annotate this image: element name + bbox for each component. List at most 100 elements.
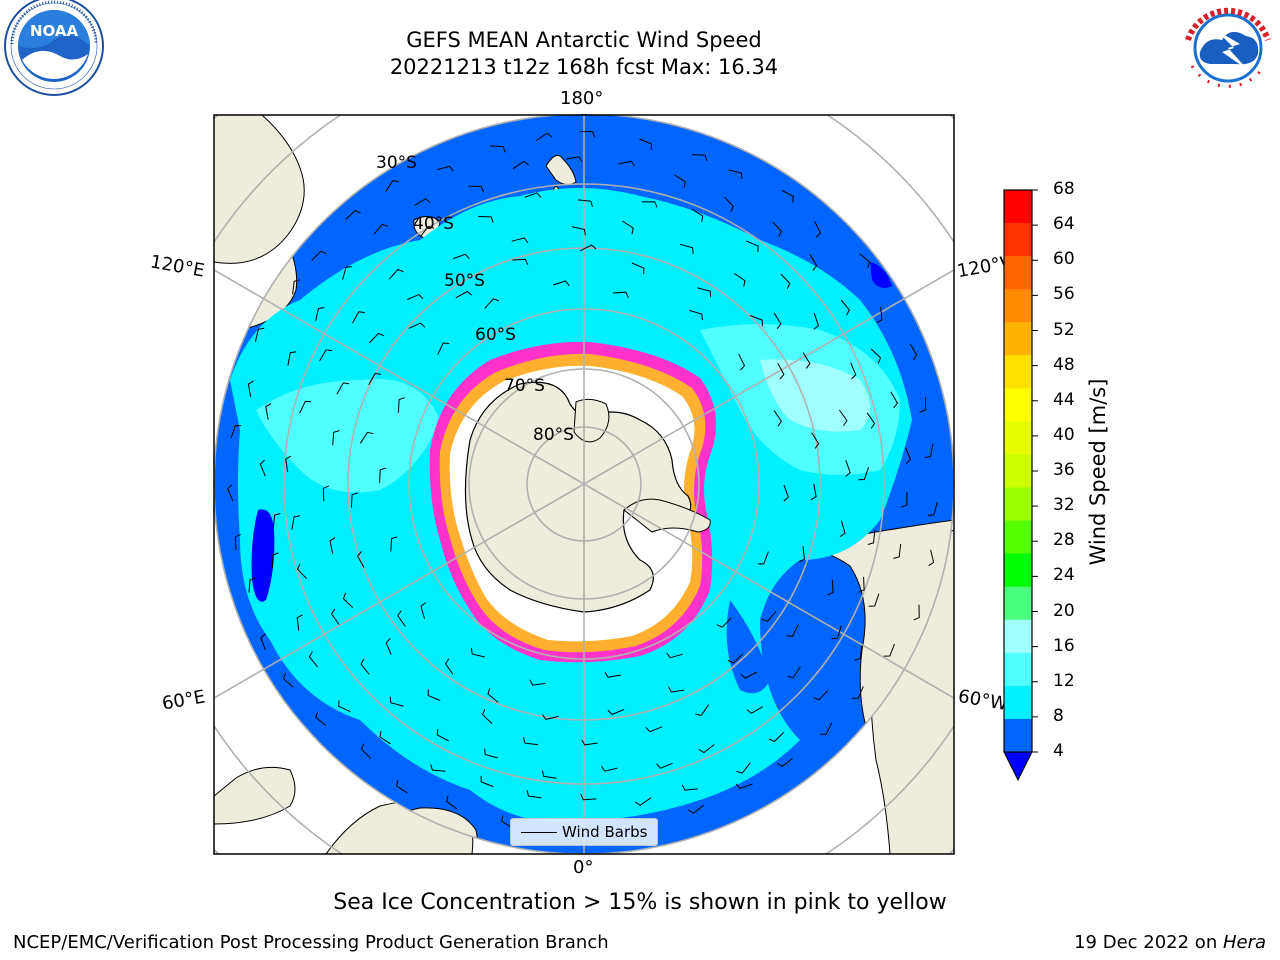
wind-barb xyxy=(681,784,698,791)
wind-barb xyxy=(455,290,473,299)
noaa-logo: NOAA xyxy=(0,0,110,100)
colorbar-tick-label: 64 xyxy=(1053,214,1075,235)
wind-barb xyxy=(436,728,450,742)
wind-barb xyxy=(541,714,559,720)
wind-barb xyxy=(688,804,705,814)
wind-barb xyxy=(901,492,908,508)
chart-title: GEFS MEAN Antarctic Wind Speed xyxy=(406,28,762,52)
wind-barb xyxy=(444,658,454,675)
colorbar-segment xyxy=(1004,454,1032,489)
wind-barb xyxy=(811,432,820,449)
wind-barb xyxy=(360,658,370,675)
colorbar-segment xyxy=(1004,685,1032,720)
wind-barb xyxy=(924,443,934,459)
footer-date: 19 Dec 2022 on Hera xyxy=(1074,932,1266,953)
wind-barb xyxy=(254,327,265,343)
wind-barb xyxy=(783,484,789,502)
wind-barb xyxy=(524,192,542,198)
colorbar-segment xyxy=(1004,355,1032,389)
wind-barb xyxy=(322,485,330,502)
wind-barb xyxy=(330,608,340,625)
wind-barb xyxy=(831,625,842,640)
wind-band-lower-right xyxy=(726,600,770,694)
wind-barb xyxy=(618,160,636,167)
wind-barb xyxy=(716,617,732,628)
wind-barb xyxy=(607,709,625,716)
colorbar-segment xyxy=(1004,718,1032,753)
wind-barb xyxy=(336,382,350,395)
wind-barb xyxy=(408,322,426,329)
lon-label-top: 180° xyxy=(560,88,604,109)
wind-barb xyxy=(291,515,301,530)
wind-barbs xyxy=(227,131,938,838)
colorbar-tick-label: 8 xyxy=(1053,705,1064,726)
wind-barb xyxy=(484,748,498,759)
wind-barb xyxy=(359,431,374,444)
wind-barb xyxy=(329,537,336,554)
wind-barb xyxy=(840,299,851,316)
colorbar-tick-label: 4 xyxy=(1053,741,1064,761)
wind-barb xyxy=(470,648,485,658)
wind-barb xyxy=(579,244,597,252)
wind-barb xyxy=(679,243,694,254)
colorbar-tick-label: 40 xyxy=(1053,424,1075,445)
wind-low-southwest xyxy=(251,509,275,602)
wind-barb xyxy=(927,502,938,516)
wind-barb xyxy=(768,732,785,743)
africa-outside xyxy=(214,766,296,825)
colorbar-tick-label: 32 xyxy=(1053,495,1075,516)
wind-barb xyxy=(802,352,811,369)
wind-barb xyxy=(385,180,399,192)
colorbar-segment xyxy=(1004,487,1032,522)
wind-barb xyxy=(338,700,351,713)
wind-barb xyxy=(781,189,794,203)
wind-barb xyxy=(867,529,876,545)
wind-barb xyxy=(389,696,404,707)
wind-barb xyxy=(579,131,596,138)
colorbar-tick-label: 20 xyxy=(1053,600,1075,621)
colorbar-segment xyxy=(1004,388,1032,422)
wind-barb xyxy=(854,645,863,661)
wind-barb xyxy=(577,199,593,208)
wind-barb xyxy=(839,520,846,538)
wind-barb xyxy=(523,737,539,746)
wind-barb xyxy=(913,604,920,621)
lat-label-80s: 80°S xyxy=(533,425,574,445)
wind-barb xyxy=(373,223,389,235)
colorbar-segment xyxy=(1004,520,1032,555)
wind-barb xyxy=(430,764,446,772)
wind-barb xyxy=(342,266,353,280)
wind-barb xyxy=(414,198,431,206)
wind-barb xyxy=(296,563,307,579)
wind-barb xyxy=(928,549,935,567)
wind-barb xyxy=(529,679,546,686)
lat-label-70s: 70°S xyxy=(504,376,545,396)
colorbar-label: Wind Speed [m/s] xyxy=(1086,378,1110,566)
wind-barb xyxy=(453,253,470,260)
wind-barb xyxy=(342,592,354,608)
legend-line-swatch xyxy=(521,832,557,833)
colorbar-tick-label: 44 xyxy=(1053,389,1075,410)
wind-barb xyxy=(311,250,327,261)
wind-barb xyxy=(645,726,663,733)
wind-barb xyxy=(810,483,817,501)
wind-barb xyxy=(265,403,272,420)
wind-barb xyxy=(666,652,683,659)
australia-outside xyxy=(214,115,305,264)
wind-barb xyxy=(813,313,819,330)
wind-barb xyxy=(734,272,746,287)
wind-barb xyxy=(427,689,441,701)
wind-barb xyxy=(858,467,870,481)
wind-barb xyxy=(740,671,758,679)
wind-barb xyxy=(691,208,704,223)
wind-barb xyxy=(866,412,876,429)
wind-barb xyxy=(868,593,880,607)
footer-machine: Hera xyxy=(1222,932,1266,953)
sea-ice-note: Sea Ice Concentration > 15% is shown in … xyxy=(333,890,947,915)
wind-barb xyxy=(299,400,312,414)
wind-barb xyxy=(761,610,777,622)
lat-label-30s: 30°S xyxy=(376,153,417,173)
colorbar-tick-label: 56 xyxy=(1053,284,1075,305)
colorbar-tick-label: 24 xyxy=(1053,565,1075,586)
colorbar-segment xyxy=(1004,619,1032,654)
